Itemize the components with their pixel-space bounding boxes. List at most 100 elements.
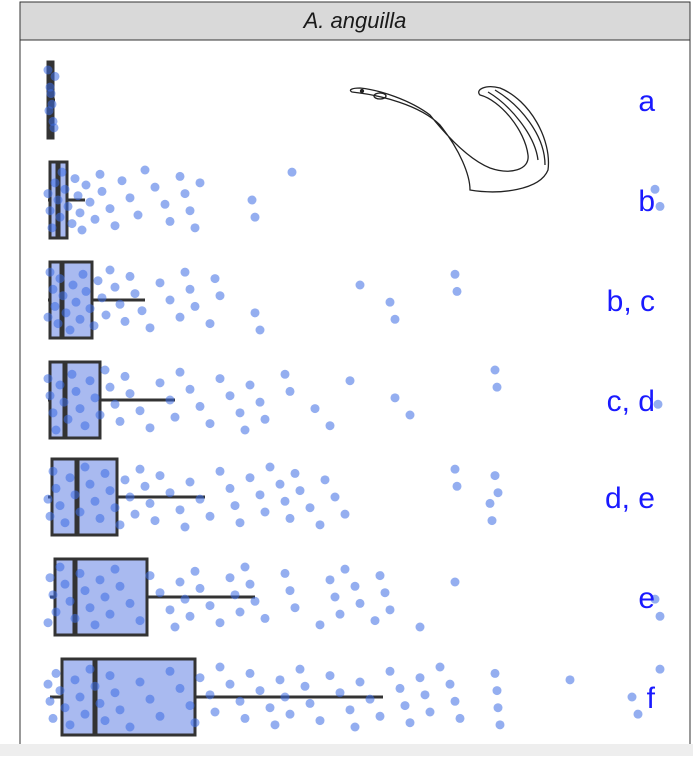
point — [176, 313, 185, 322]
point — [366, 695, 375, 704]
point — [86, 198, 95, 207]
point — [86, 480, 95, 489]
point — [86, 304, 95, 313]
point — [216, 467, 225, 476]
point — [91, 620, 100, 629]
point — [491, 669, 500, 678]
point — [86, 603, 95, 612]
point — [111, 688, 120, 697]
group-label: d, e — [605, 482, 655, 515]
point — [141, 482, 150, 491]
point — [44, 680, 53, 689]
point — [51, 302, 60, 311]
point — [236, 518, 245, 527]
point — [261, 508, 270, 517]
point — [56, 686, 65, 695]
point — [251, 308, 260, 317]
point — [206, 690, 215, 699]
point — [386, 605, 395, 614]
point — [351, 723, 360, 732]
point — [58, 168, 67, 177]
point — [151, 183, 160, 192]
point — [396, 684, 405, 693]
point — [286, 586, 295, 595]
point — [406, 411, 415, 420]
point — [296, 665, 305, 674]
chart-title: A. anguilla — [302, 8, 407, 33]
point — [186, 285, 195, 294]
point — [166, 396, 175, 405]
point — [371, 616, 380, 625]
point — [126, 272, 135, 281]
point — [96, 411, 105, 420]
point — [54, 196, 63, 205]
point — [281, 370, 290, 379]
point — [216, 374, 225, 383]
point — [291, 603, 300, 612]
point — [256, 326, 265, 335]
point — [121, 317, 130, 326]
point — [106, 610, 115, 619]
point — [241, 426, 250, 435]
point — [121, 475, 130, 484]
point — [61, 518, 70, 527]
point — [291, 469, 300, 478]
point — [101, 469, 110, 478]
point — [146, 423, 155, 432]
point — [48, 223, 57, 232]
point — [186, 612, 195, 621]
point — [181, 189, 190, 198]
point — [126, 723, 135, 732]
point — [46, 268, 55, 277]
point — [61, 580, 70, 589]
point — [356, 599, 365, 608]
point — [126, 193, 135, 202]
point — [281, 569, 290, 578]
point — [50, 123, 59, 132]
point — [111, 221, 120, 230]
point — [176, 505, 185, 514]
point — [326, 421, 335, 430]
point — [52, 669, 61, 678]
point — [146, 499, 155, 508]
point — [96, 575, 105, 584]
point — [181, 523, 190, 532]
point — [486, 499, 495, 508]
point — [456, 714, 465, 723]
point — [266, 463, 275, 472]
point — [118, 176, 127, 185]
point — [386, 298, 395, 307]
point — [656, 665, 665, 674]
point — [416, 623, 425, 632]
point — [126, 599, 135, 608]
point — [116, 705, 125, 714]
point — [376, 712, 385, 721]
point — [331, 493, 340, 502]
point — [566, 675, 575, 684]
point — [96, 514, 105, 523]
point — [106, 383, 115, 392]
point — [271, 720, 280, 729]
point — [494, 488, 503, 497]
point — [391, 315, 400, 324]
point — [56, 274, 65, 283]
point — [336, 688, 345, 697]
point — [126, 493, 135, 502]
point — [181, 595, 190, 604]
point — [49, 285, 58, 294]
point — [45, 106, 54, 115]
point — [44, 66, 53, 75]
point — [98, 187, 107, 196]
point — [306, 699, 315, 708]
point — [241, 563, 250, 572]
point — [346, 705, 355, 714]
point — [488, 516, 497, 525]
point — [628, 693, 637, 702]
point — [44, 313, 53, 322]
point — [64, 415, 73, 424]
point — [68, 370, 77, 379]
point — [56, 563, 65, 572]
point — [116, 417, 125, 426]
point — [241, 714, 250, 723]
point — [52, 608, 61, 617]
